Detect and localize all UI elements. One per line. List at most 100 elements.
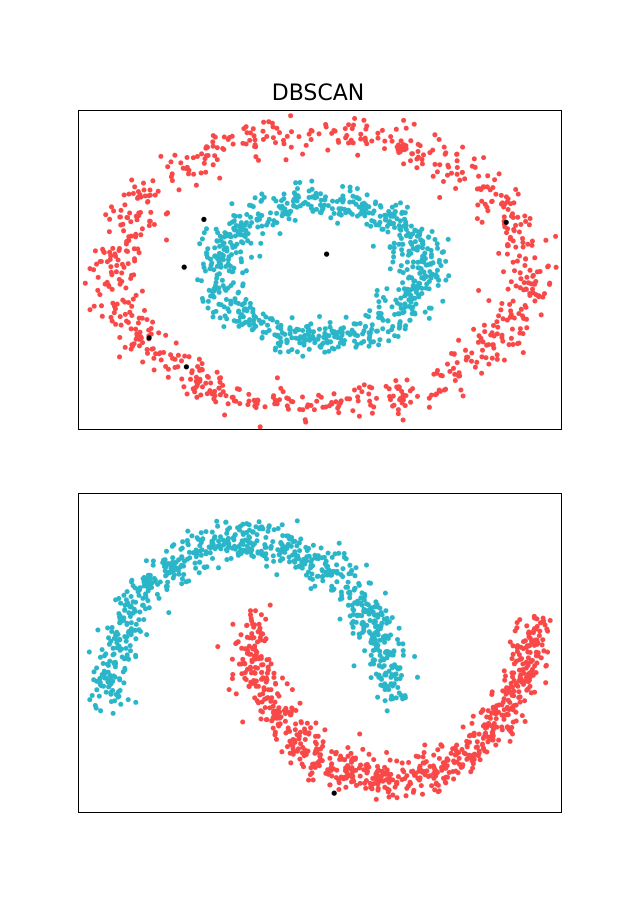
teal-cluster-point [433, 272, 439, 278]
red-cluster-point [393, 126, 399, 132]
red-cluster-point [527, 683, 533, 689]
teal-cluster-point [330, 587, 336, 593]
teal-cluster-point [398, 200, 403, 206]
teal-cluster-point [361, 200, 367, 206]
teal-cluster-point [349, 211, 355, 217]
red-cluster-point [477, 757, 483, 763]
teal-cluster-point [243, 230, 249, 236]
teal-cluster-point [320, 573, 326, 579]
red-cluster-point [484, 749, 490, 755]
teal-cluster-point [86, 649, 92, 655]
teal-cluster-point [365, 602, 371, 608]
teal-cluster-point [286, 216, 292, 222]
red-cluster-point [410, 789, 416, 795]
teal-cluster-point [390, 696, 396, 701]
noise-point [503, 219, 509, 225]
teal-cluster-point [419, 256, 425, 262]
teal-cluster-point [325, 203, 331, 209]
teal-cluster-point [354, 601, 360, 607]
teal-cluster-point [268, 543, 274, 549]
teal-cluster-point [218, 534, 223, 540]
red-cluster-point [457, 177, 463, 183]
teal-cluster-point [377, 637, 383, 643]
red-cluster-point [181, 384, 187, 390]
teal-cluster-point [380, 326, 386, 332]
red-cluster-point [443, 150, 449, 156]
red-cluster-point [445, 172, 450, 178]
red-cluster-point [542, 291, 547, 297]
red-cluster-point [255, 639, 260, 645]
teal-cluster-point [123, 638, 129, 644]
red-cluster-point [508, 279, 514, 285]
teal-cluster-point [397, 665, 403, 671]
red-cluster-point [520, 240, 526, 245]
red-cluster-point [313, 720, 319, 726]
red-cluster-point [355, 394, 361, 400]
red-cluster-point [526, 670, 532, 676]
red-cluster-point [454, 151, 460, 157]
teal-cluster-point [402, 293, 408, 299]
teal-cluster-point [240, 283, 246, 289]
red-cluster-point [361, 767, 367, 773]
teal-cluster-point [180, 539, 186, 545]
red-cluster-point [490, 706, 496, 711]
teal-cluster-point [170, 555, 176, 561]
red-cluster-point [169, 178, 175, 184]
teal-cluster-point [238, 256, 244, 262]
teal-cluster-point [391, 254, 397, 260]
red-cluster-point [471, 326, 477, 332]
teal-cluster-point [96, 693, 102, 699]
teal-cluster-point [207, 266, 213, 272]
red-cluster-point [352, 116, 358, 121]
red-cluster-point [118, 207, 124, 213]
teal-cluster-point [378, 658, 384, 664]
teal-cluster-point [410, 259, 416, 265]
red-cluster-point [485, 708, 491, 714]
teal-cluster-point [294, 198, 300, 204]
red-cluster-point [496, 709, 501, 715]
teal-cluster-point [189, 533, 195, 539]
teal-cluster-point [233, 250, 239, 256]
red-cluster-point [454, 171, 460, 177]
red-cluster-point [476, 173, 482, 179]
red-cluster-point [386, 386, 392, 392]
teal-cluster-point [247, 322, 253, 328]
red-cluster-point [532, 626, 537, 632]
teal-cluster-point [412, 311, 418, 317]
teal-cluster-point [416, 294, 422, 300]
teal-cluster-point [299, 561, 305, 567]
red-cluster-point [92, 248, 98, 254]
red-cluster-point [139, 315, 145, 321]
teal-cluster-point [314, 556, 320, 561]
teal-cluster-point [415, 674, 420, 680]
red-cluster-point [196, 356, 202, 362]
teal-cluster-point [179, 576, 185, 582]
teal-cluster-point [356, 631, 362, 637]
teal-cluster-point [149, 585, 155, 590]
red-cluster-point [191, 171, 197, 177]
red-cluster-point [155, 188, 161, 194]
red-cluster-point [257, 424, 263, 430]
red-cluster-point [520, 313, 525, 319]
teal-cluster-point [112, 674, 118, 680]
red-cluster-point [411, 121, 417, 127]
red-cluster-point [396, 384, 402, 390]
teal-cluster-point [163, 564, 169, 570]
red-cluster-point [387, 757, 393, 763]
red-cluster-point [369, 138, 375, 144]
red-cluster-point [358, 131, 364, 137]
red-cluster-point [137, 343, 142, 349]
red-cluster-point [521, 280, 527, 286]
red-cluster-point [141, 180, 146, 186]
teal-cluster-point [289, 335, 295, 341]
teal-cluster-point [395, 334, 401, 339]
teal-cluster-point [385, 318, 391, 324]
teal-cluster-point [328, 215, 334, 221]
teal-cluster-point [308, 203, 314, 209]
teal-cluster-point [434, 267, 440, 273]
red-cluster-point [290, 751, 296, 757]
red-cluster-point [545, 649, 551, 655]
red-cluster-point [343, 784, 349, 790]
red-cluster-point [176, 187, 182, 193]
teal-cluster-point [97, 654, 103, 660]
